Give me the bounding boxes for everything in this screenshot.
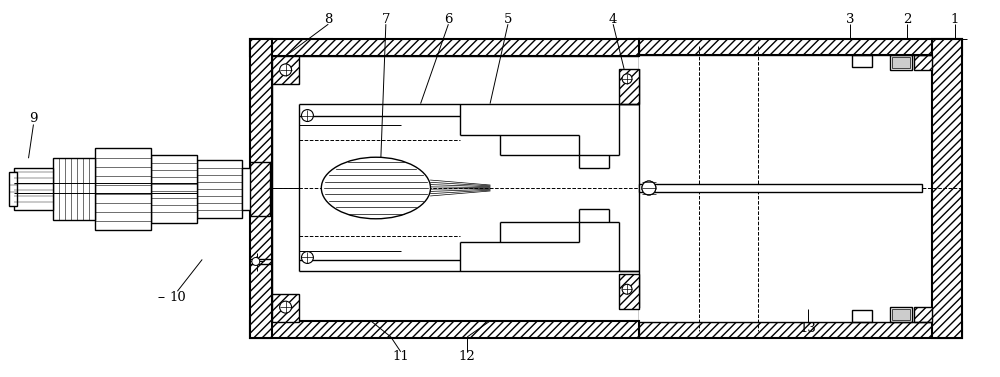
Bar [197, 160, 242, 218]
Bar [250, 162, 270, 216]
Bar [250, 39, 272, 338]
Circle shape [642, 181, 656, 195]
Bar [892, 57, 910, 68]
Bar [272, 294, 299, 322]
Bar [242, 168, 270, 210]
Text: 8: 8 [324, 13, 332, 26]
Text: 10: 10 [169, 291, 186, 304]
Bar [914, 55, 932, 70]
Circle shape [280, 301, 292, 313]
Bar [272, 56, 639, 321]
Bar [151, 155, 197, 223]
Ellipse shape [321, 157, 431, 219]
Text: 11: 11 [392, 350, 409, 363]
Bar [639, 39, 962, 55]
Circle shape [622, 284, 632, 294]
Text: 7: 7 [382, 13, 390, 26]
Text: 6: 6 [444, 13, 453, 26]
Circle shape [301, 251, 313, 264]
Text: 13: 13 [799, 322, 816, 336]
Bar [250, 321, 639, 338]
Bar [914, 307, 932, 322]
Circle shape [622, 74, 632, 84]
Circle shape [252, 257, 260, 265]
Text: 12: 12 [459, 350, 476, 363]
Text: 1: 1 [950, 13, 959, 26]
Bar [639, 322, 962, 338]
Bar [619, 274, 639, 309]
Text: 3: 3 [846, 13, 855, 26]
Text: 5: 5 [504, 13, 512, 26]
Circle shape [642, 181, 656, 195]
Bar [639, 308, 932, 322]
Circle shape [301, 110, 313, 121]
Bar [14, 168, 53, 210]
Bar [852, 310, 872, 322]
Bar [890, 307, 912, 322]
Text: 9: 9 [29, 112, 38, 125]
Bar [95, 148, 151, 230]
Bar [892, 309, 910, 320]
Text: 4: 4 [609, 13, 617, 26]
Bar [639, 184, 922, 192]
Bar [619, 69, 639, 104]
Bar [53, 158, 95, 220]
Bar [9, 172, 17, 206]
Bar [250, 39, 639, 56]
Bar [272, 56, 299, 84]
Text: 2: 2 [903, 13, 911, 26]
Circle shape [280, 64, 292, 76]
Bar [890, 55, 912, 70]
Bar [932, 39, 962, 338]
Bar [852, 55, 872, 67]
Bar [639, 55, 932, 69]
